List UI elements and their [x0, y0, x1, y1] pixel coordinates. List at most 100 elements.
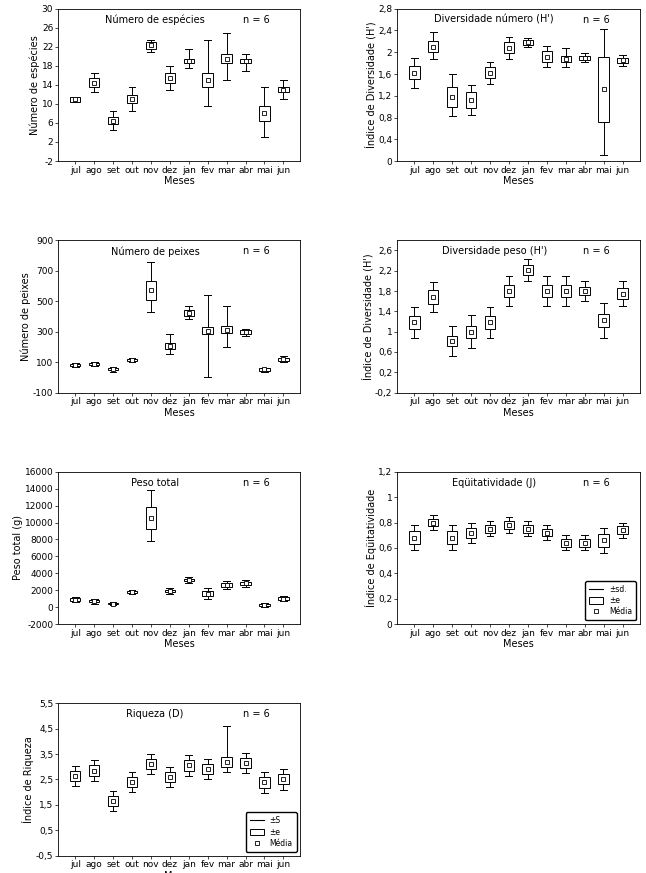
Bar [504, 43, 514, 53]
Bar [127, 591, 137, 593]
Legend: ±sd., ±e, Média: ±sd., ±e, Média [585, 581, 636, 620]
Bar [409, 66, 419, 79]
Bar [504, 521, 514, 529]
Bar [466, 93, 476, 107]
Bar [466, 527, 476, 538]
Bar [523, 40, 533, 45]
Bar [259, 604, 269, 606]
Text: n = 6: n = 6 [583, 246, 609, 257]
Bar [127, 95, 137, 103]
Bar [598, 57, 609, 122]
Text: n = 6: n = 6 [244, 478, 270, 488]
X-axis label: Meses: Meses [164, 408, 194, 418]
Legend: ±S, ±e, Média: ±S, ±e, Média [246, 813, 297, 852]
Bar [428, 41, 439, 52]
Bar [89, 766, 99, 775]
Bar [240, 758, 251, 768]
Bar [579, 539, 590, 546]
Bar [222, 757, 232, 766]
Bar [89, 363, 99, 365]
Bar [145, 760, 156, 769]
Bar [428, 291, 439, 304]
Bar [278, 87, 289, 92]
Bar [70, 771, 80, 781]
Bar [561, 539, 571, 546]
Text: Peso total: Peso total [131, 478, 179, 488]
Bar [579, 56, 590, 60]
Bar [618, 288, 628, 299]
Bar [165, 590, 175, 592]
Bar [202, 327, 213, 334]
Bar [183, 579, 194, 581]
Bar [108, 368, 118, 370]
Text: n = 6: n = 6 [583, 15, 609, 24]
Bar [484, 67, 495, 79]
X-axis label: Meses: Meses [503, 176, 534, 186]
Bar [259, 107, 269, 120]
Bar [70, 598, 80, 601]
Y-axis label: Peso total (g): Peso total (g) [13, 515, 23, 581]
X-axis label: Meses: Meses [503, 639, 534, 650]
Text: n = 6: n = 6 [244, 15, 270, 24]
Bar [108, 117, 118, 124]
Bar [240, 330, 251, 334]
Bar [89, 600, 99, 602]
Text: Diversidade peso (H'): Diversidade peso (H') [442, 246, 547, 257]
Bar [127, 777, 137, 787]
Bar [165, 342, 175, 348]
Bar [447, 336, 457, 346]
Bar [598, 534, 609, 546]
Bar [222, 54, 232, 64]
Bar [409, 316, 419, 329]
Bar [165, 73, 175, 83]
Bar [541, 529, 552, 537]
Bar [145, 507, 156, 529]
Bar [202, 592, 213, 595]
Bar [240, 58, 251, 64]
Bar [579, 287, 590, 295]
Bar [484, 316, 495, 329]
Bar [183, 310, 194, 316]
Bar [145, 42, 156, 49]
Bar [202, 764, 213, 774]
Text: n = 6: n = 6 [244, 710, 270, 719]
Bar [541, 285, 552, 297]
Bar [259, 368, 269, 371]
Bar [222, 327, 232, 333]
X-axis label: Meses: Meses [164, 639, 194, 650]
Y-axis label: Índice de Diversidade (H'): Índice de Diversidade (H') [365, 22, 377, 148]
Bar [127, 359, 137, 361]
Text: Número de espécies: Número de espécies [105, 15, 205, 25]
Bar [484, 525, 495, 533]
Bar [618, 526, 628, 534]
Y-axis label: Índice de Diversidade (H'): Índice de Diversidade (H') [362, 253, 373, 380]
Bar [70, 364, 80, 367]
Bar [278, 597, 289, 600]
X-axis label: Meses: Meses [164, 870, 194, 873]
Bar [240, 581, 251, 585]
Text: Riqueza (D): Riqueza (D) [127, 710, 183, 719]
Text: Eqüitatividade (J): Eqüitatividade (J) [452, 478, 536, 488]
Bar [108, 603, 118, 604]
Text: n = 6: n = 6 [583, 478, 609, 488]
Bar [165, 772, 175, 782]
Bar [108, 796, 118, 806]
Y-axis label: Índice de Riqueza: Índice de Riqueza [23, 736, 34, 822]
Bar [523, 525, 533, 533]
Y-axis label: Número de peixes: Número de peixes [21, 272, 32, 361]
Bar [541, 52, 552, 62]
Bar [183, 760, 194, 771]
Text: Número de peixes: Número de peixes [110, 246, 200, 257]
Bar [598, 314, 609, 327]
Bar [561, 285, 571, 297]
Bar [561, 56, 571, 62]
Text: n = 6: n = 6 [244, 246, 270, 257]
Bar [259, 777, 269, 787]
Bar [89, 78, 99, 87]
Bar [523, 265, 533, 275]
X-axis label: Meses: Meses [503, 408, 534, 418]
Bar [447, 532, 457, 544]
Bar [202, 73, 213, 87]
X-axis label: Meses: Meses [164, 176, 194, 186]
Bar [70, 97, 80, 101]
